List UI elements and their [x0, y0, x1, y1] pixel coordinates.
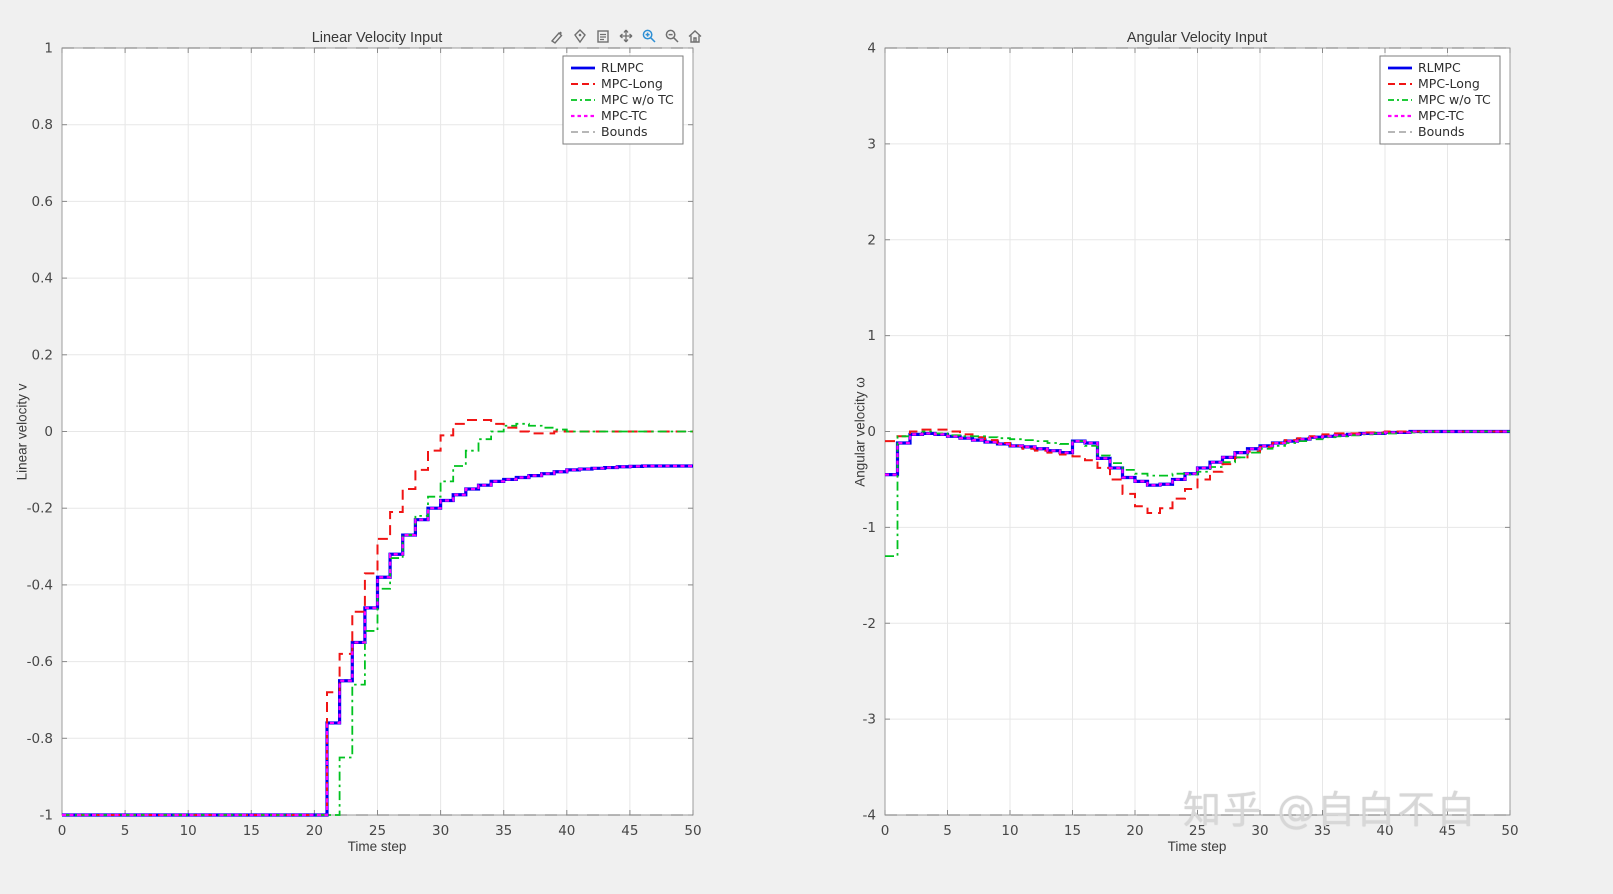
svg-text:35: 35 — [495, 823, 512, 839]
legend-label[interactable]: Bounds — [1418, 124, 1465, 139]
svg-text:20: 20 — [306, 823, 323, 839]
angular-velocity-plot[interactable]: 0 5 10 15 20 25 30 35 40 45 50-4-3-2-101234RLMPCMP… — [810, 0, 1613, 894]
svg-text:1: 1 — [44, 41, 53, 57]
svg-text:50: 50 — [1501, 823, 1518, 839]
svg-text:15: 15 — [1064, 823, 1081, 839]
chart-title-angular: Angular Velocity Input — [1126, 30, 1268, 46]
svg-text:3: 3 — [867, 136, 876, 152]
y-axis-label-linear: Linear velocity v — [14, 383, 30, 481]
legend-label[interactable]: RLMPC — [1418, 60, 1461, 75]
svg-text:45: 45 — [621, 823, 638, 839]
datatip-icon[interactable] — [571, 27, 589, 45]
svg-text:0: 0 — [58, 823, 67, 839]
legend-box[interactable] — [562, 55, 684, 145]
svg-text:50: 50 — [684, 823, 701, 839]
tick-labels: 0 5 10 15 20 25 30 35 40 45 50 -1 -0.8 -0.6 -0.4 -0.2 0 0… — [27, 41, 702, 840]
svg-text:1: 1 — [867, 328, 876, 344]
svg-text:0.2: 0.2 — [32, 347, 53, 363]
svg-text:25: 25 — [369, 823, 386, 839]
svg-text:0: 0 — [44, 424, 53, 440]
svg-text:0: 0 — [867, 424, 876, 440]
svg-text:10: 10 — [180, 823, 197, 839]
home-icon[interactable] — [686, 27, 704, 45]
svg-text:35: 35 — [1314, 823, 1331, 839]
svg-text:-2: -2 — [863, 616, 876, 632]
svg-text:-0.6: -0.6 — [27, 654, 53, 670]
legend-label[interactable]: MPC-Long — [601, 76, 663, 91]
zoom-out-icon[interactable] — [663, 27, 681, 45]
zoom-in-icon[interactable] — [640, 27, 658, 45]
svg-text:0.8: 0.8 — [32, 117, 53, 133]
x-axis-label-linear: Time step — [347, 839, 407, 854]
svg-text:15: 15 — [243, 823, 260, 839]
export-icon[interactable] — [594, 27, 612, 45]
svg-text:-1: -1 — [863, 520, 876, 536]
brush-icon[interactable] — [548, 27, 566, 45]
svg-text:5: 5 — [943, 823, 952, 839]
svg-text:2: 2 — [867, 232, 876, 248]
svg-text:20: 20 — [1126, 823, 1143, 839]
svg-text:0: 0 — [881, 823, 890, 839]
legend-label[interactable]: RLMPC — [601, 60, 644, 75]
series-line-mpc-long[interactable] — [62, 419, 693, 816]
svg-text:-3: -3 — [863, 712, 876, 728]
svg-text:-1: -1 — [40, 808, 53, 824]
grid-lines — [884, 47, 1511, 816]
svg-text:10: 10 — [1001, 823, 1018, 839]
linear-velocity-plot[interactable]: 0 5 10 15 20 25 30 35 40 45 50 -1 -0.8 -0.6 -0.4 -0.2 0 0… — [0, 0, 760, 894]
svg-text:-0.8: -0.8 — [27, 731, 53, 747]
svg-text:5: 5 — [121, 823, 130, 839]
svg-text:0.6: 0.6 — [32, 194, 53, 210]
svg-text:-4: -4 — [863, 808, 876, 824]
svg-text:30: 30 — [1251, 823, 1268, 839]
svg-text:-0.4: -0.4 — [27, 577, 53, 593]
legend-label[interactable]: MPC w/o TC — [601, 92, 674, 107]
svg-text:40: 40 — [1376, 823, 1393, 839]
legend-label[interactable]: MPC w/o TC — [1418, 92, 1491, 107]
legend-box[interactable] — [1379, 55, 1501, 145]
legend-label[interactable]: MPC-TC — [601, 108, 647, 123]
svg-text:25: 25 — [1189, 823, 1206, 839]
tick-labels: 0 5 10 15 20 25 30 35 40 45 50 -4 -3 -2 -1 0 1 2 3 4 — [863, 41, 1519, 840]
svg-text:4: 4 — [867, 41, 876, 57]
svg-text:45: 45 — [1439, 823, 1456, 839]
x-axis-label-angular: Time step — [1167, 839, 1227, 854]
y-axis-label-angular: Angular velocity ω — [852, 377, 868, 487]
pan-icon[interactable] — [617, 27, 635, 45]
svg-text:0.4: 0.4 — [32, 271, 53, 287]
legend-label[interactable]: MPC-TC — [1418, 108, 1464, 123]
chart-title-linear: Linear Velocity Input — [311, 30, 443, 46]
series-line-mpc-w-o-tc[interactable] — [885, 430, 1510, 558]
legend-label[interactable]: Bounds — [601, 124, 648, 139]
series-line-mpc-tc[interactable] — [62, 464, 693, 817]
svg-text:40: 40 — [558, 823, 575, 839]
svg-text:30: 30 — [432, 823, 449, 839]
axes-toolbar — [548, 27, 704, 45]
legend-label[interactable]: MPC-Long — [1418, 76, 1480, 91]
svg-text:-0.2: -0.2 — [27, 501, 53, 517]
series-line-mpc-long[interactable] — [885, 428, 1510, 514]
